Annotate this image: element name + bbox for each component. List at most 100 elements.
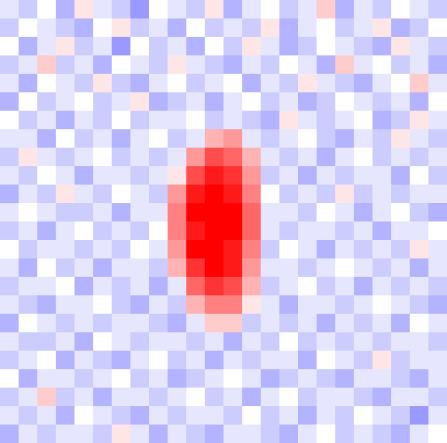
heatmap-cell: [391, 129, 411, 149]
heatmap-cell: [93, 110, 113, 130]
heatmap-cell: [409, 350, 429, 370]
heatmap-cell: [74, 221, 94, 241]
heatmap-cell: [18, 258, 38, 278]
heatmap-cell: [93, 406, 113, 426]
heatmap-cell: [298, 406, 318, 426]
heatmap-cell: [111, 350, 131, 370]
heatmap-cell: [18, 73, 38, 93]
heatmap-cell: [260, 387, 280, 407]
heatmap-cell: [93, 369, 113, 389]
heatmap-cell: [204, 18, 224, 38]
heatmap-cell: [242, 276, 262, 296]
heatmap-cell: [316, 184, 336, 204]
heatmap-cell: [74, 239, 94, 259]
heatmap-cell: [372, 258, 392, 278]
heatmap-cell: [428, 0, 447, 19]
heatmap-cell: [353, 424, 373, 443]
heatmap-cell: [391, 387, 411, 407]
heatmap-cell: [74, 332, 94, 352]
heatmap-cell: [260, 424, 280, 443]
heatmap-cell: [391, 73, 411, 93]
heatmap-cell: [391, 0, 411, 19]
heatmap-cell: [167, 36, 187, 56]
heatmap-cell: [353, 369, 373, 389]
heatmap-cell: [353, 350, 373, 370]
heatmap-cell: [372, 129, 392, 149]
heatmap-cell: [186, 313, 206, 333]
heatmap-cell: [428, 424, 447, 443]
heatmap-cell: [149, 110, 169, 130]
heatmap-cell: [130, 203, 150, 222]
heatmap-cell: [298, 166, 318, 186]
heatmap-cell: [74, 350, 94, 370]
heatmap-cell: [111, 110, 131, 130]
heatmap-cell: [279, 203, 299, 222]
heatmap-cell: [204, 166, 224, 186]
heatmap-cell: [37, 387, 57, 407]
heatmap-cell: [428, 184, 447, 204]
heatmap-cell: [335, 258, 355, 278]
heatmap-cell: [0, 73, 20, 93]
heatmap-cell: [353, 203, 373, 222]
heatmap-cell: [167, 0, 187, 19]
heatmap-cell: [316, 295, 336, 315]
heatmap-cell: [391, 350, 411, 370]
heatmap-cell: [55, 276, 75, 296]
heatmap-cell: [335, 110, 355, 130]
heatmap-cell: [428, 147, 447, 167]
heatmap-cell: [18, 129, 38, 149]
heatmap-cell: [242, 369, 262, 389]
heatmap-cell: [335, 387, 355, 407]
heatmap-cell: [111, 166, 131, 186]
heatmap-cell: [93, 92, 113, 112]
heatmap-cell: [409, 110, 429, 130]
heatmap-cell: [93, 18, 113, 38]
heatmap-cell: [149, 239, 169, 259]
heatmap-cell: [409, 129, 429, 149]
heatmap-cell: [372, 55, 392, 75]
heatmap-cell: [186, 184, 206, 204]
heatmap-cell: [111, 276, 131, 296]
heatmap-cell: [18, 332, 38, 352]
heatmap-cell: [223, 129, 243, 149]
heatmap-cell: [242, 73, 262, 93]
heatmap-cell: [37, 221, 57, 241]
heatmap-cell: [428, 92, 447, 112]
heatmap-cell: [298, 424, 318, 443]
heatmap-cell: [260, 350, 280, 370]
heatmap-cell: [55, 387, 75, 407]
heatmap-cell: [260, 55, 280, 75]
heatmap-cell: [316, 73, 336, 93]
heatmap-cell: [167, 387, 187, 407]
heatmap-cell: [111, 129, 131, 149]
heatmap-cell: [204, 387, 224, 407]
heatmap-cell: [372, 73, 392, 93]
heatmap-cell: [409, 276, 429, 296]
heatmap-cell: [316, 221, 336, 241]
heatmap-cell: [18, 295, 38, 315]
heatmap-cell: [279, 276, 299, 296]
heatmap-cell: [111, 73, 131, 93]
heatmap-cell: [74, 369, 94, 389]
heatmap-cell: [167, 18, 187, 38]
heatmap-cell: [409, 92, 429, 112]
heatmap-cell: [223, 350, 243, 370]
heatmap-cell: [428, 73, 447, 93]
heatmap-cell: [37, 129, 57, 149]
heatmap-cell: [186, 110, 206, 130]
heatmap-cell: [93, 166, 113, 186]
heatmap-cell: [130, 0, 150, 19]
heatmap-cell: [55, 350, 75, 370]
heatmap-cell: [409, 55, 429, 75]
heatmap-cell: [353, 332, 373, 352]
heatmap-cell: [186, 18, 206, 38]
heatmap-cell: [93, 258, 113, 278]
heatmap-cell: [18, 406, 38, 426]
heatmap-cell: [223, 18, 243, 38]
heatmap-cell: [428, 129, 447, 149]
heatmap-cell: [93, 129, 113, 149]
heatmap-cell: [316, 147, 336, 167]
heatmap-cell: [149, 313, 169, 333]
heatmap-cell: [74, 406, 94, 426]
